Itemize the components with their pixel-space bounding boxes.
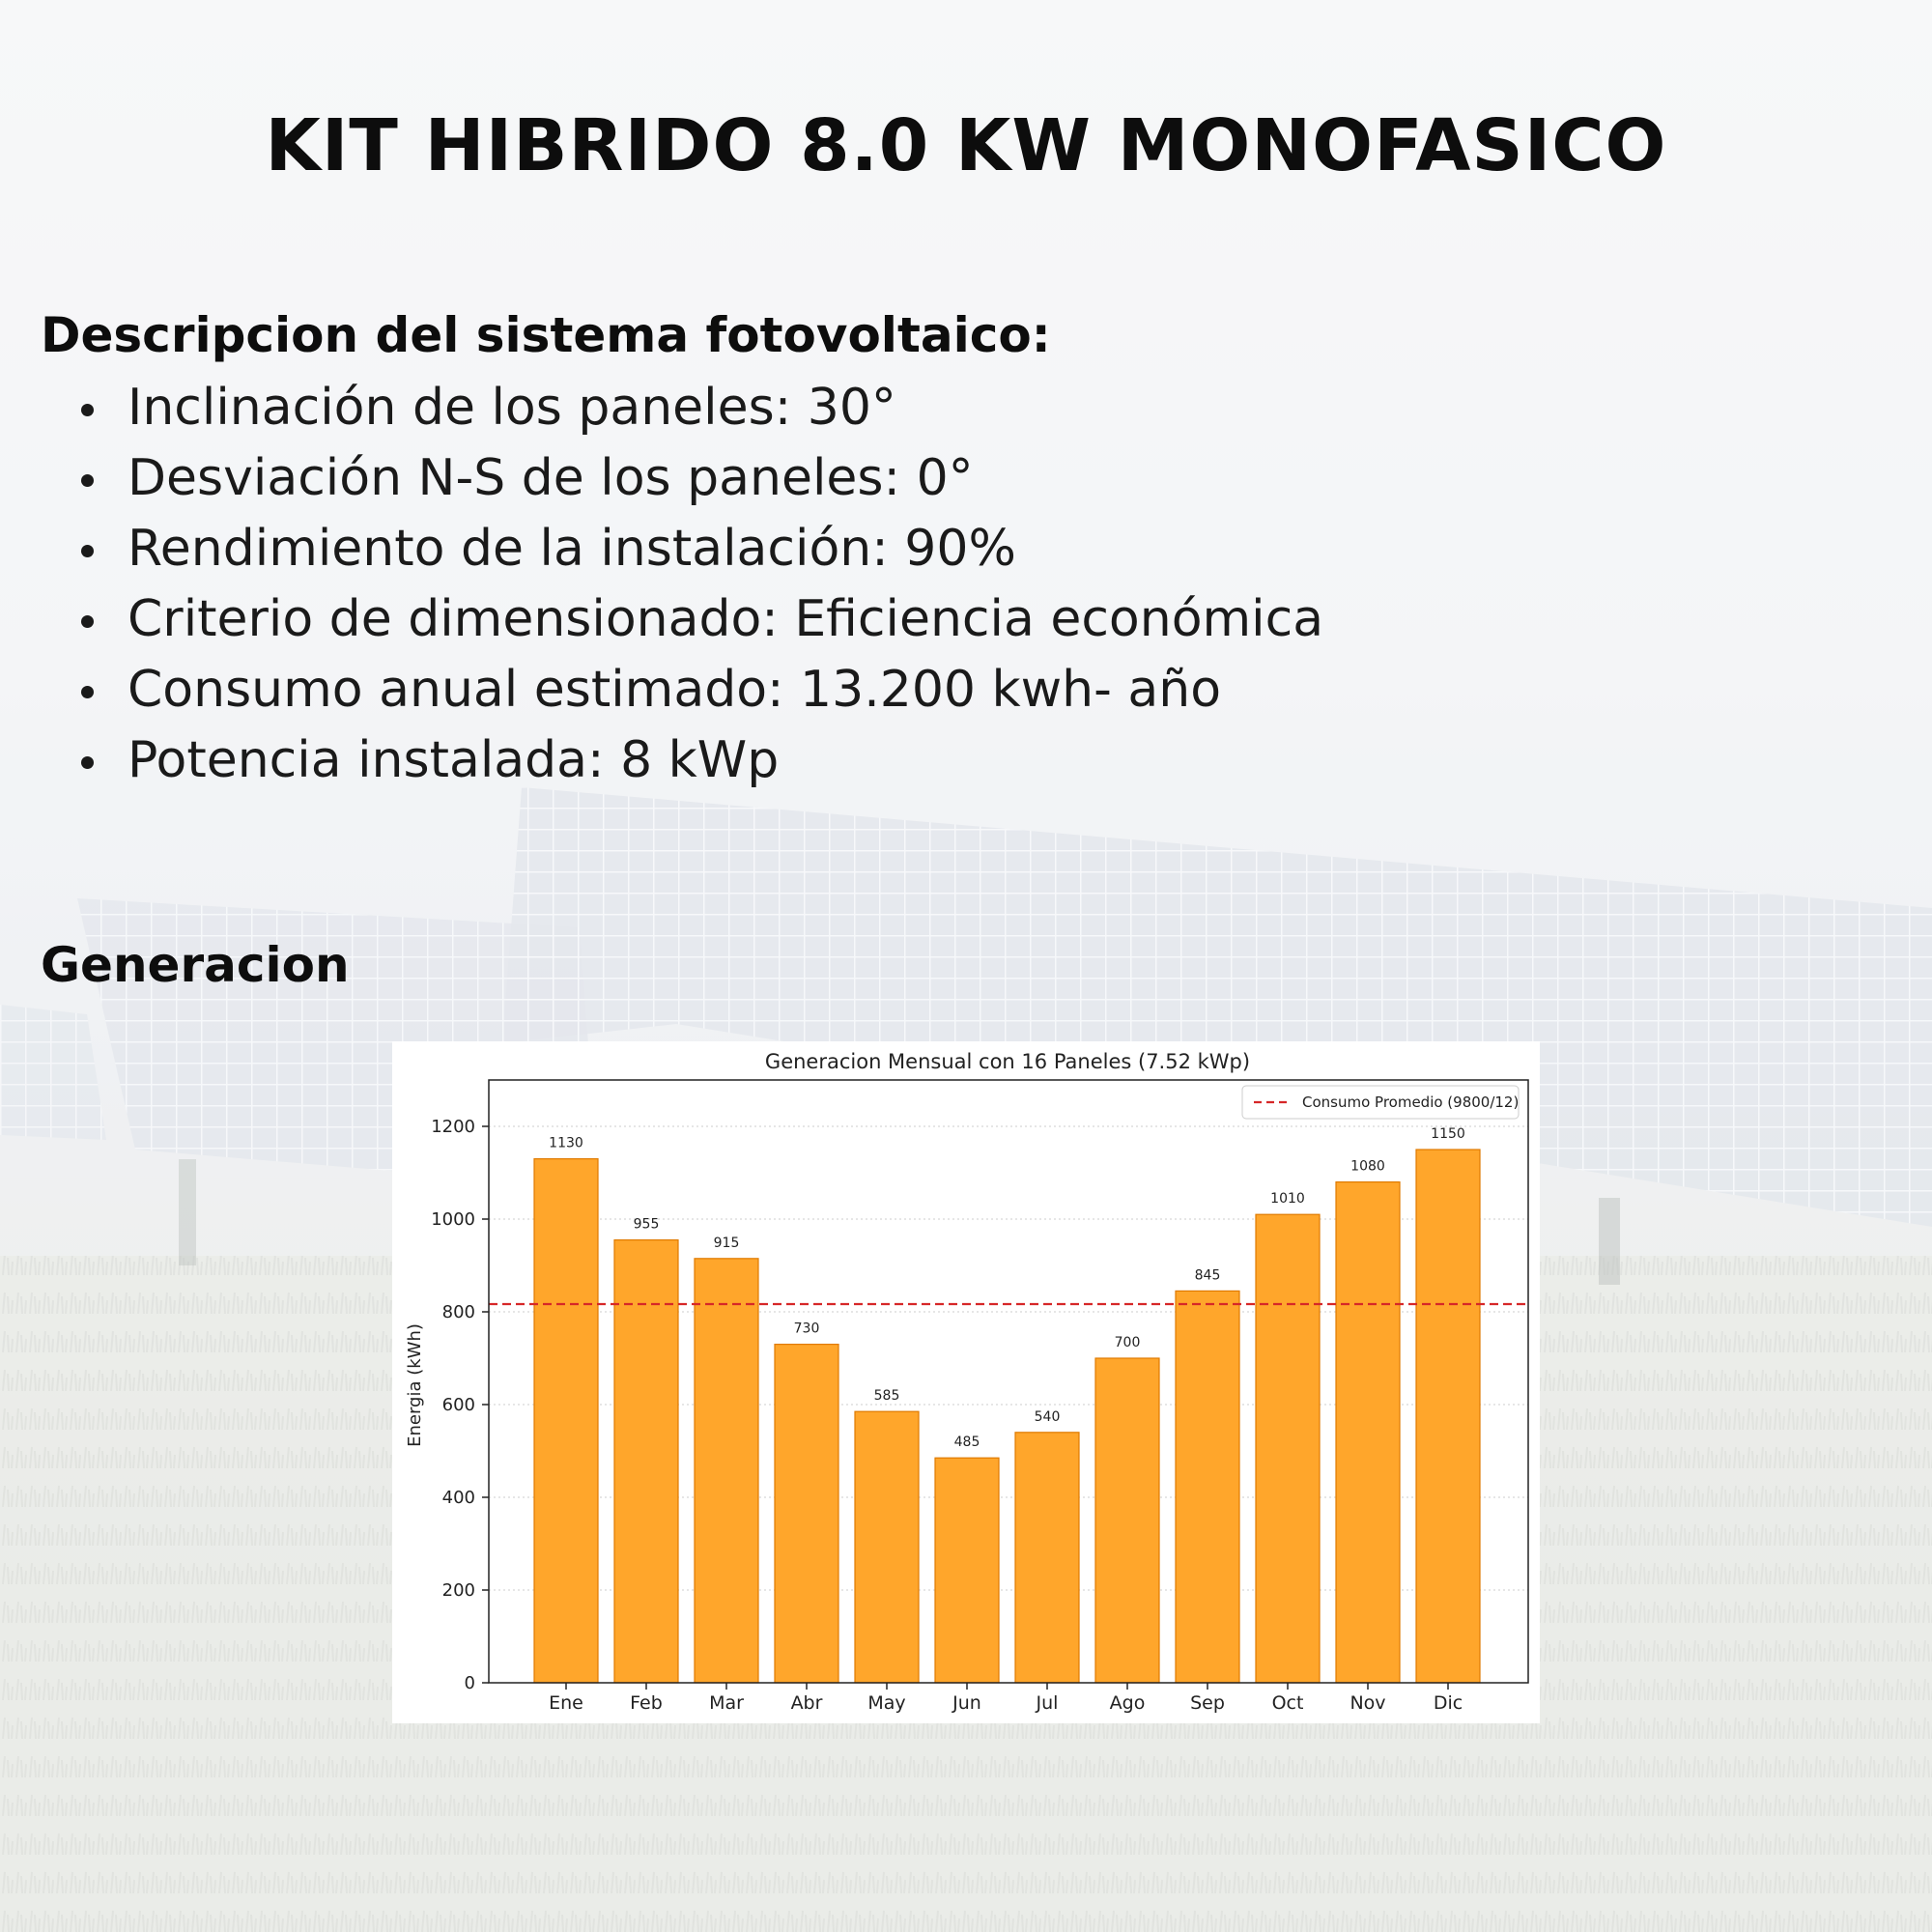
bar-value-label: 540 [1035, 1409, 1061, 1425]
bar-feb [613, 1239, 679, 1684]
plot-frame [488, 1079, 1529, 1684]
bar-value-label: 730 [794, 1321, 820, 1337]
x-tick-label: Sep [1190, 1692, 1225, 1714]
specs-list: Inclinación de los paneles: 30° Desviaci… [41, 373, 1323, 796]
generation-chart: Generacion Mensual con 16 Paneles (7.52 … [392, 1041, 1540, 1723]
bar-chart-svg: Generacion Mensual con 16 Paneles (7.52 … [405, 1050, 1529, 1714]
generation-heading: Generacion [41, 937, 350, 993]
x-tick-label: Jun [952, 1692, 981, 1714]
x-tick-label: Ene [549, 1692, 583, 1714]
bar-jul [1014, 1432, 1080, 1684]
spec-item-tilt: Inclinación de los paneles: 30° [41, 373, 1323, 443]
bar-nov [1335, 1181, 1401, 1684]
y-axis-label: Energia (kWh) [405, 1323, 425, 1447]
y-tick-label: 1200 [431, 1117, 475, 1137]
spec-item-efficiency: Rendimiento de la instalación: 90% [41, 514, 1323, 584]
bar-ene [533, 1157, 599, 1684]
legend-box [1241, 1085, 1520, 1120]
x-tick-label: May [867, 1692, 905, 1714]
bar-sep [1175, 1290, 1240, 1684]
y-tick-label: 600 [442, 1395, 475, 1415]
bar-value-label: 955 [634, 1217, 660, 1233]
bar-abr [774, 1344, 839, 1684]
x-tick-label: Ago [1110, 1692, 1146, 1714]
spec-item-deviation: Desviación N-S de los paneles: 0° [41, 443, 1323, 514]
x-tick-label: Feb [630, 1692, 663, 1714]
page-title: KIT HIBRIDO 8.0 KW MONOFASICO [265, 104, 1667, 187]
x-tick-label: Jul [1036, 1692, 1059, 1714]
bar-jun [934, 1457, 1000, 1684]
bar-ago [1094, 1357, 1160, 1684]
axes: 0 200 400 600 800 1000 1200 Ene Feb Mar Abr May Jun J… [431, 1079, 1529, 1714]
y-tick-label: 0 [465, 1673, 475, 1693]
bar-value-label: 485 [954, 1435, 980, 1450]
bar-value-label: 1080 [1350, 1159, 1385, 1175]
x-tick-label: Nov [1350, 1692, 1385, 1714]
bar-dic [1415, 1149, 1481, 1684]
x-tick-label: Oct [1272, 1692, 1304, 1714]
y-tick-label: 1000 [431, 1209, 475, 1230]
spec-item-power: Potencia instalada: 8 kWp [41, 725, 1323, 796]
bar-mar [694, 1258, 759, 1684]
x-tick-label: Abr [791, 1692, 823, 1714]
bar-may [854, 1410, 920, 1684]
x-tick-label: Mar [709, 1692, 744, 1714]
legend: Consumo Promedio (9800/12) [1241, 1085, 1520, 1120]
bar-value-label: 700 [1115, 1335, 1141, 1350]
y-tick-label: 400 [442, 1488, 475, 1508]
bar-value-label: 845 [1195, 1267, 1221, 1283]
bars: 1130 955 915 730 585 485 540 700 845 1010 1080 1150 [533, 1126, 1481, 1684]
x-tick-label: Dic [1434, 1692, 1463, 1714]
bar-value-label: 1150 [1431, 1126, 1465, 1142]
bar-value-label: 1130 [549, 1136, 583, 1151]
bar-value-label: 1010 [1270, 1191, 1305, 1207]
spec-item-criterion: Criterio de dimensionado: Eficiencia eco… [41, 584, 1323, 655]
y-tick-label: 200 [442, 1580, 475, 1601]
description-heading: Descripcion del sistema fotovoltaico: [41, 307, 1051, 363]
bar-value-label: 585 [874, 1388, 900, 1404]
legend-label: Consumo Promedio (9800/12) [1302, 1094, 1519, 1111]
y-tick-label: 800 [442, 1302, 475, 1322]
chart-title: Generacion Mensual con 16 Paneles (7.52 … [765, 1050, 1250, 1073]
bar-oct [1255, 1213, 1321, 1684]
spec-item-consumption: Consumo anual estimado: 13.200 kwh- año [41, 655, 1323, 725]
bar-value-label: 915 [714, 1236, 740, 1251]
